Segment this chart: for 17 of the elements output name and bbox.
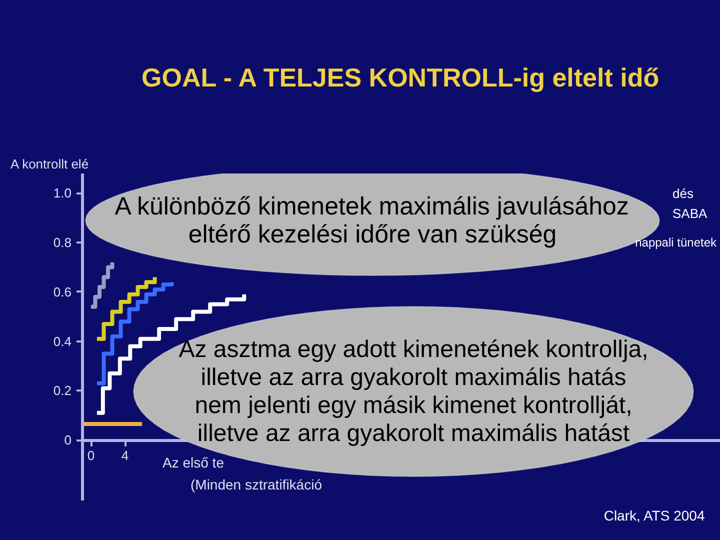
annotation: nappali tünetek <box>635 236 718 250</box>
annotation: Az asztma egy adott kimenetének kontrollja, illetve az arra gyakorolt maximális hatás nem jelenti egy másik kimenet kontrollját, illetve az arra gyakorolt maximális hatást <box>178 336 648 447</box>
annotation: A különböző kimenetek maximális javulásához eltérő kezelési időre van szükség <box>114 192 629 248</box>
y-axis-title: A kontrollt elé <box>10 156 89 172</box>
y-tick-label: 0.8 <box>53 235 72 250</box>
y-tick-label: 0.6 <box>53 284 72 300</box>
annotation: Az első te <box>162 454 224 470</box>
annotation: SABA <box>672 206 708 221</box>
annotation: (Minden sztratifikáció <box>190 476 322 492</box>
chart-title: GOAL - A TELJES KONTROLL-ig eltelt idő <box>142 62 660 92</box>
y-tick-label: 1.0 <box>53 186 72 201</box>
y-tick-label: 0 <box>64 432 72 448</box>
text: Clark, ATS 2004 <box>604 508 705 524</box>
annotation: dés <box>672 186 694 201</box>
x-tick-label: 4 <box>121 448 129 464</box>
y-tick-label: 0.4 <box>53 334 72 349</box>
y-tick-label: 0.2 <box>53 383 72 398</box>
